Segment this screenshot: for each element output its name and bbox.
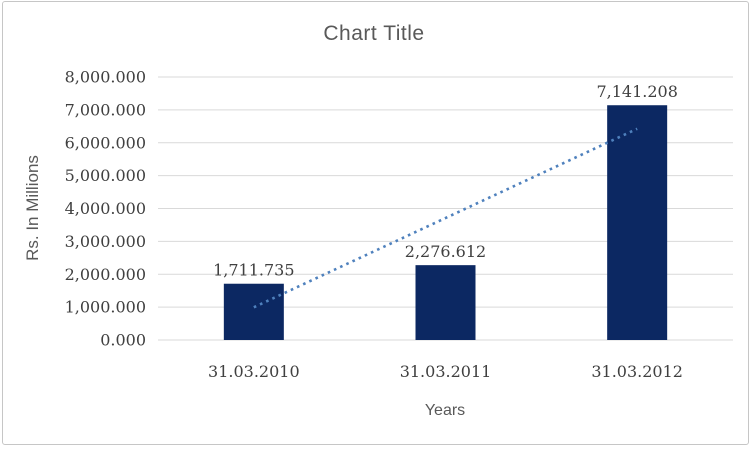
y-tick-label: 6,000.000	[65, 133, 146, 152]
y-tick-label: 4,000.000	[65, 199, 146, 218]
y-tick-label: 5,000.000	[65, 166, 146, 185]
bar-value-label: 1,711.735	[213, 261, 294, 280]
x-tick-label: 31.03.2010	[208, 362, 300, 381]
y-tick-label: 8,000.000	[65, 68, 146, 87]
y-tick-label: 3,000.000	[65, 232, 146, 251]
bar-value-label: 2,276.612	[405, 242, 486, 261]
y-tick-label: 2,000.000	[65, 265, 146, 284]
bar-value-label: 7,141.208	[596, 82, 677, 101]
x-tick-label: 31.03.2011	[400, 362, 492, 381]
y-axis-title: Rs. In Millions	[23, 155, 42, 261]
y-tick-label: 7,000.000	[65, 100, 146, 119]
x-axis-title: Years	[424, 402, 466, 419]
bar	[607, 105, 668, 340]
y-tick-label: 0.000	[100, 331, 146, 350]
y-tick-label: 1,000.000	[65, 298, 146, 317]
bar	[223, 283, 284, 340]
bar	[415, 265, 476, 340]
x-tick-label: 31.03.2012	[591, 362, 683, 381]
chart-title: Chart Title	[323, 22, 425, 45]
trendline	[253, 127, 638, 309]
